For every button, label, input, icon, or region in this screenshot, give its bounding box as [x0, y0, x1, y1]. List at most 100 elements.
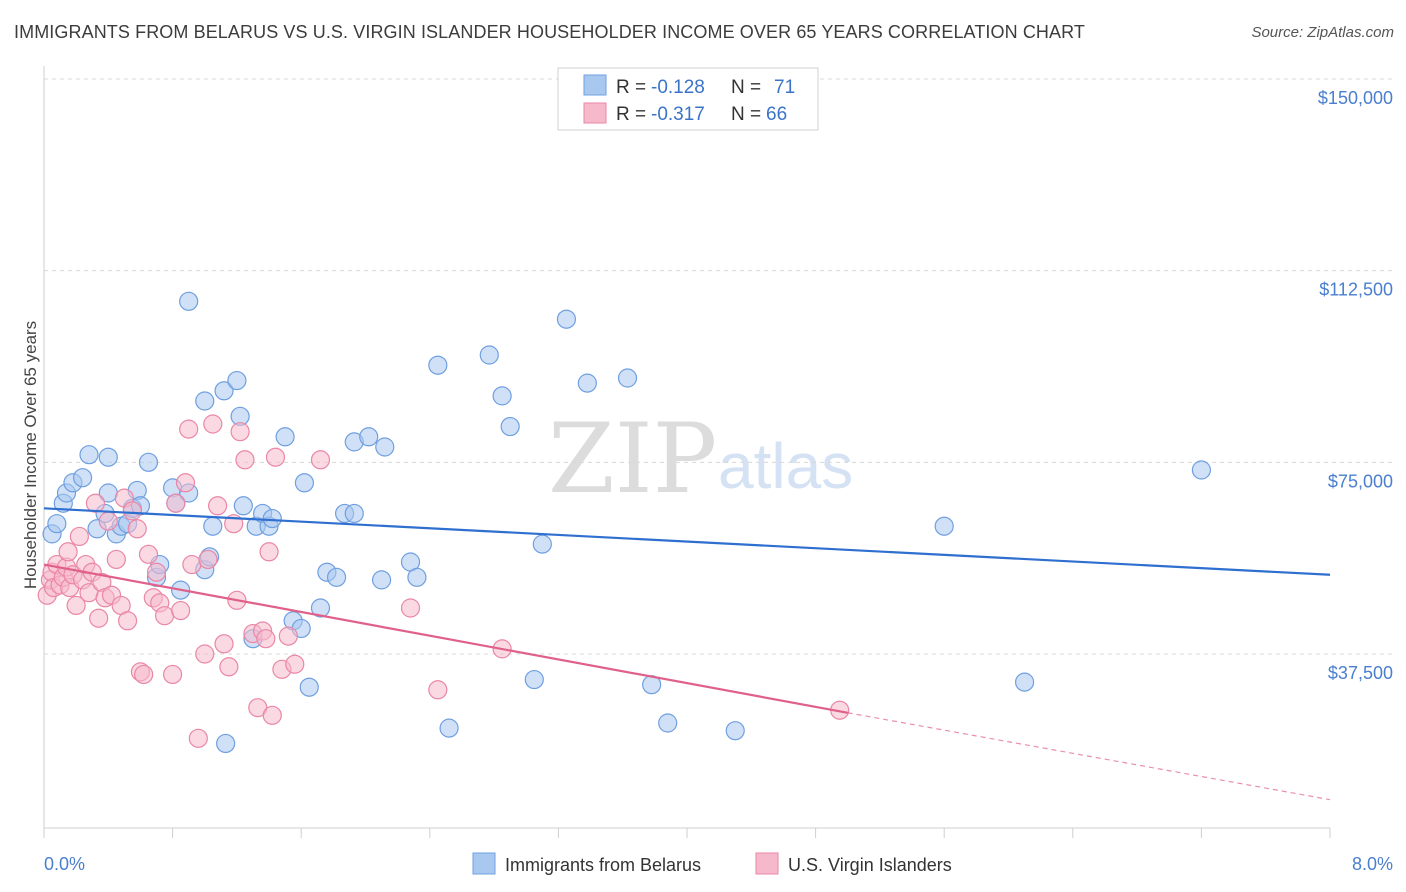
watermark: ZIP atlas [548, 403, 853, 515]
belarus-point-64 [617, 368, 638, 388]
belarus-point-62 [556, 309, 577, 329]
legend-swatch-blue [583, 74, 607, 96]
belarus-point-44 [310, 598, 331, 618]
virgin-islander-point-48 [219, 657, 239, 677]
virgin-islander-point-37 [166, 493, 186, 513]
virgin-islander-point-64 [400, 598, 421, 618]
belarus-point-39 [275, 427, 295, 447]
virgin-islander-point-52 [235, 450, 255, 470]
virgin-islander-point-41 [182, 554, 202, 575]
y-tick-label-1: $75,000 [1328, 471, 1393, 491]
bottom-legend-swatch-blue [472, 852, 496, 875]
y-tick-labels: $37,500 $75,000 $112,500 $150,000 [1318, 88, 1393, 683]
virgin-islander-point-42 [188, 728, 208, 748]
virgin-islander-point-11 [66, 595, 86, 616]
virgin-islander-point-28 [127, 519, 147, 539]
belarus-point-67 [725, 721, 745, 741]
belarus-point-58 [492, 386, 512, 406]
belarus-point-10 [98, 447, 118, 467]
bottom-legend-label-belarus: Immigrants from Belarus [505, 855, 701, 875]
belarus-point-28 [203, 516, 223, 536]
legend-n-value-1: 71 [774, 77, 795, 98]
virgin-islander-point-33 [146, 562, 167, 582]
virgin-islander-point-51 [230, 422, 250, 442]
legend-n-label-1: N = [731, 77, 761, 98]
bottom-legend-label-virgin-islanders: U.S. Virgin Islanders [788, 855, 952, 875]
y-tick-label-2: $112,500 [1319, 280, 1393, 300]
virgin-islander-point-56 [256, 629, 276, 649]
virgin-islander-point-17 [85, 493, 106, 513]
belarus-point-29 [214, 381, 234, 401]
belarus-point-68 [934, 516, 954, 536]
virgin-islander-point-63 [310, 450, 331, 470]
virgin-islander-point-59 [265, 447, 286, 467]
virgin-islander-point-38 [171, 600, 191, 621]
trend-line-virgin-islanders-extrapolated [847, 712, 1331, 801]
legend-r-label-1: R = [616, 77, 646, 98]
legend-r-value-1: -0.128 [651, 77, 705, 98]
virgin-islander-point-47 [214, 634, 234, 654]
virgin-islander-point-23 [106, 549, 126, 570]
virgin-islander-point-40 [179, 419, 199, 439]
virgin-islander-point-21 [98, 511, 118, 531]
virgin-islander-point-8 [58, 542, 78, 562]
belarus-point-33 [233, 496, 253, 516]
belarus-point-25 [195, 391, 215, 411]
legend-n-value-2: 66 [766, 104, 787, 125]
belarus-point-63 [577, 373, 597, 393]
x-tick-label-max: 8.0% [1352, 854, 1393, 874]
belarus-point-38 [262, 508, 282, 529]
virgin-islander-point-61 [278, 626, 298, 646]
virgin-islander-point-45 [203, 414, 223, 434]
y-tick-label-0: $37,500 [1328, 663, 1393, 683]
chart-title: IMMIGRANTS FROM BELARUS VS U.S. VIRGIN I… [14, 22, 1085, 42]
belarus-point-23 [179, 291, 199, 311]
belarus-point-30 [216, 733, 236, 754]
virgin-islander-point-31 [138, 544, 159, 564]
virgin-islander-point-62 [285, 654, 305, 674]
legend-r-value-2: -0.317 [651, 104, 705, 125]
virgin-islander-point-46 [208, 496, 228, 516]
virgin-islander-point-57 [259, 542, 279, 562]
virgin-islander-point-18 [89, 608, 109, 628]
belarus-point-51 [371, 570, 392, 590]
belarus-point-1 [47, 514, 67, 534]
belarus-point-59 [500, 416, 520, 437]
trend-line-belarus [43, 507, 1331, 576]
belarus-point-50 [359, 427, 379, 447]
belarus-point-70 [1191, 460, 1212, 480]
belarus-point-6 [79, 445, 99, 465]
y-tick-label-3: $150,000 [1318, 88, 1393, 108]
belarus-point-57 [479, 345, 499, 365]
virgin-islander-point-30 [134, 664, 154, 685]
chart-source: Source: ZipAtlas.com [1251, 24, 1394, 41]
virgin-islander-point-27 [122, 501, 143, 521]
watermark-zip: ZIP [548, 403, 717, 515]
virgin-islander-point-35 [154, 606, 175, 626]
belarus-point-46 [326, 567, 347, 587]
bottom-legend: Immigrants from Belarus U.S. Virgin Isla… [472, 852, 952, 875]
belarus-point-17 [138, 452, 159, 472]
virgin-islander-point-65 [428, 680, 448, 700]
belarus-point-42 [294, 473, 315, 493]
belarus-point-52 [375, 437, 395, 457]
virgin-islander-point-43 [195, 644, 215, 664]
virgin-islander-point-12 [69, 526, 89, 547]
series-immigrants-from-belarus [42, 291, 1212, 754]
x-tick-label-min: 0.0% [44, 854, 85, 874]
virgin-islander-point-39 [175, 473, 196, 493]
belarus-point-60 [524, 669, 544, 690]
legend: R = -0.128 N = 71 R = -0.317 N = 66 [557, 67, 819, 131]
y-axis-label: Householder Income Over 65 years [21, 321, 40, 589]
virgin-islander-point-36 [163, 664, 183, 685]
axes [43, 66, 1331, 838]
belarus-point-5 [72, 468, 93, 488]
legend-swatch-pink [583, 102, 607, 124]
virgin-islander-point-58 [262, 705, 282, 725]
trend-lines [43, 507, 1331, 801]
belarus-point-66 [658, 713, 678, 733]
bottom-legend-swatch-pink [755, 852, 779, 875]
belarus-point-55 [428, 355, 448, 375]
virgin-islander-point-26 [117, 611, 138, 631]
